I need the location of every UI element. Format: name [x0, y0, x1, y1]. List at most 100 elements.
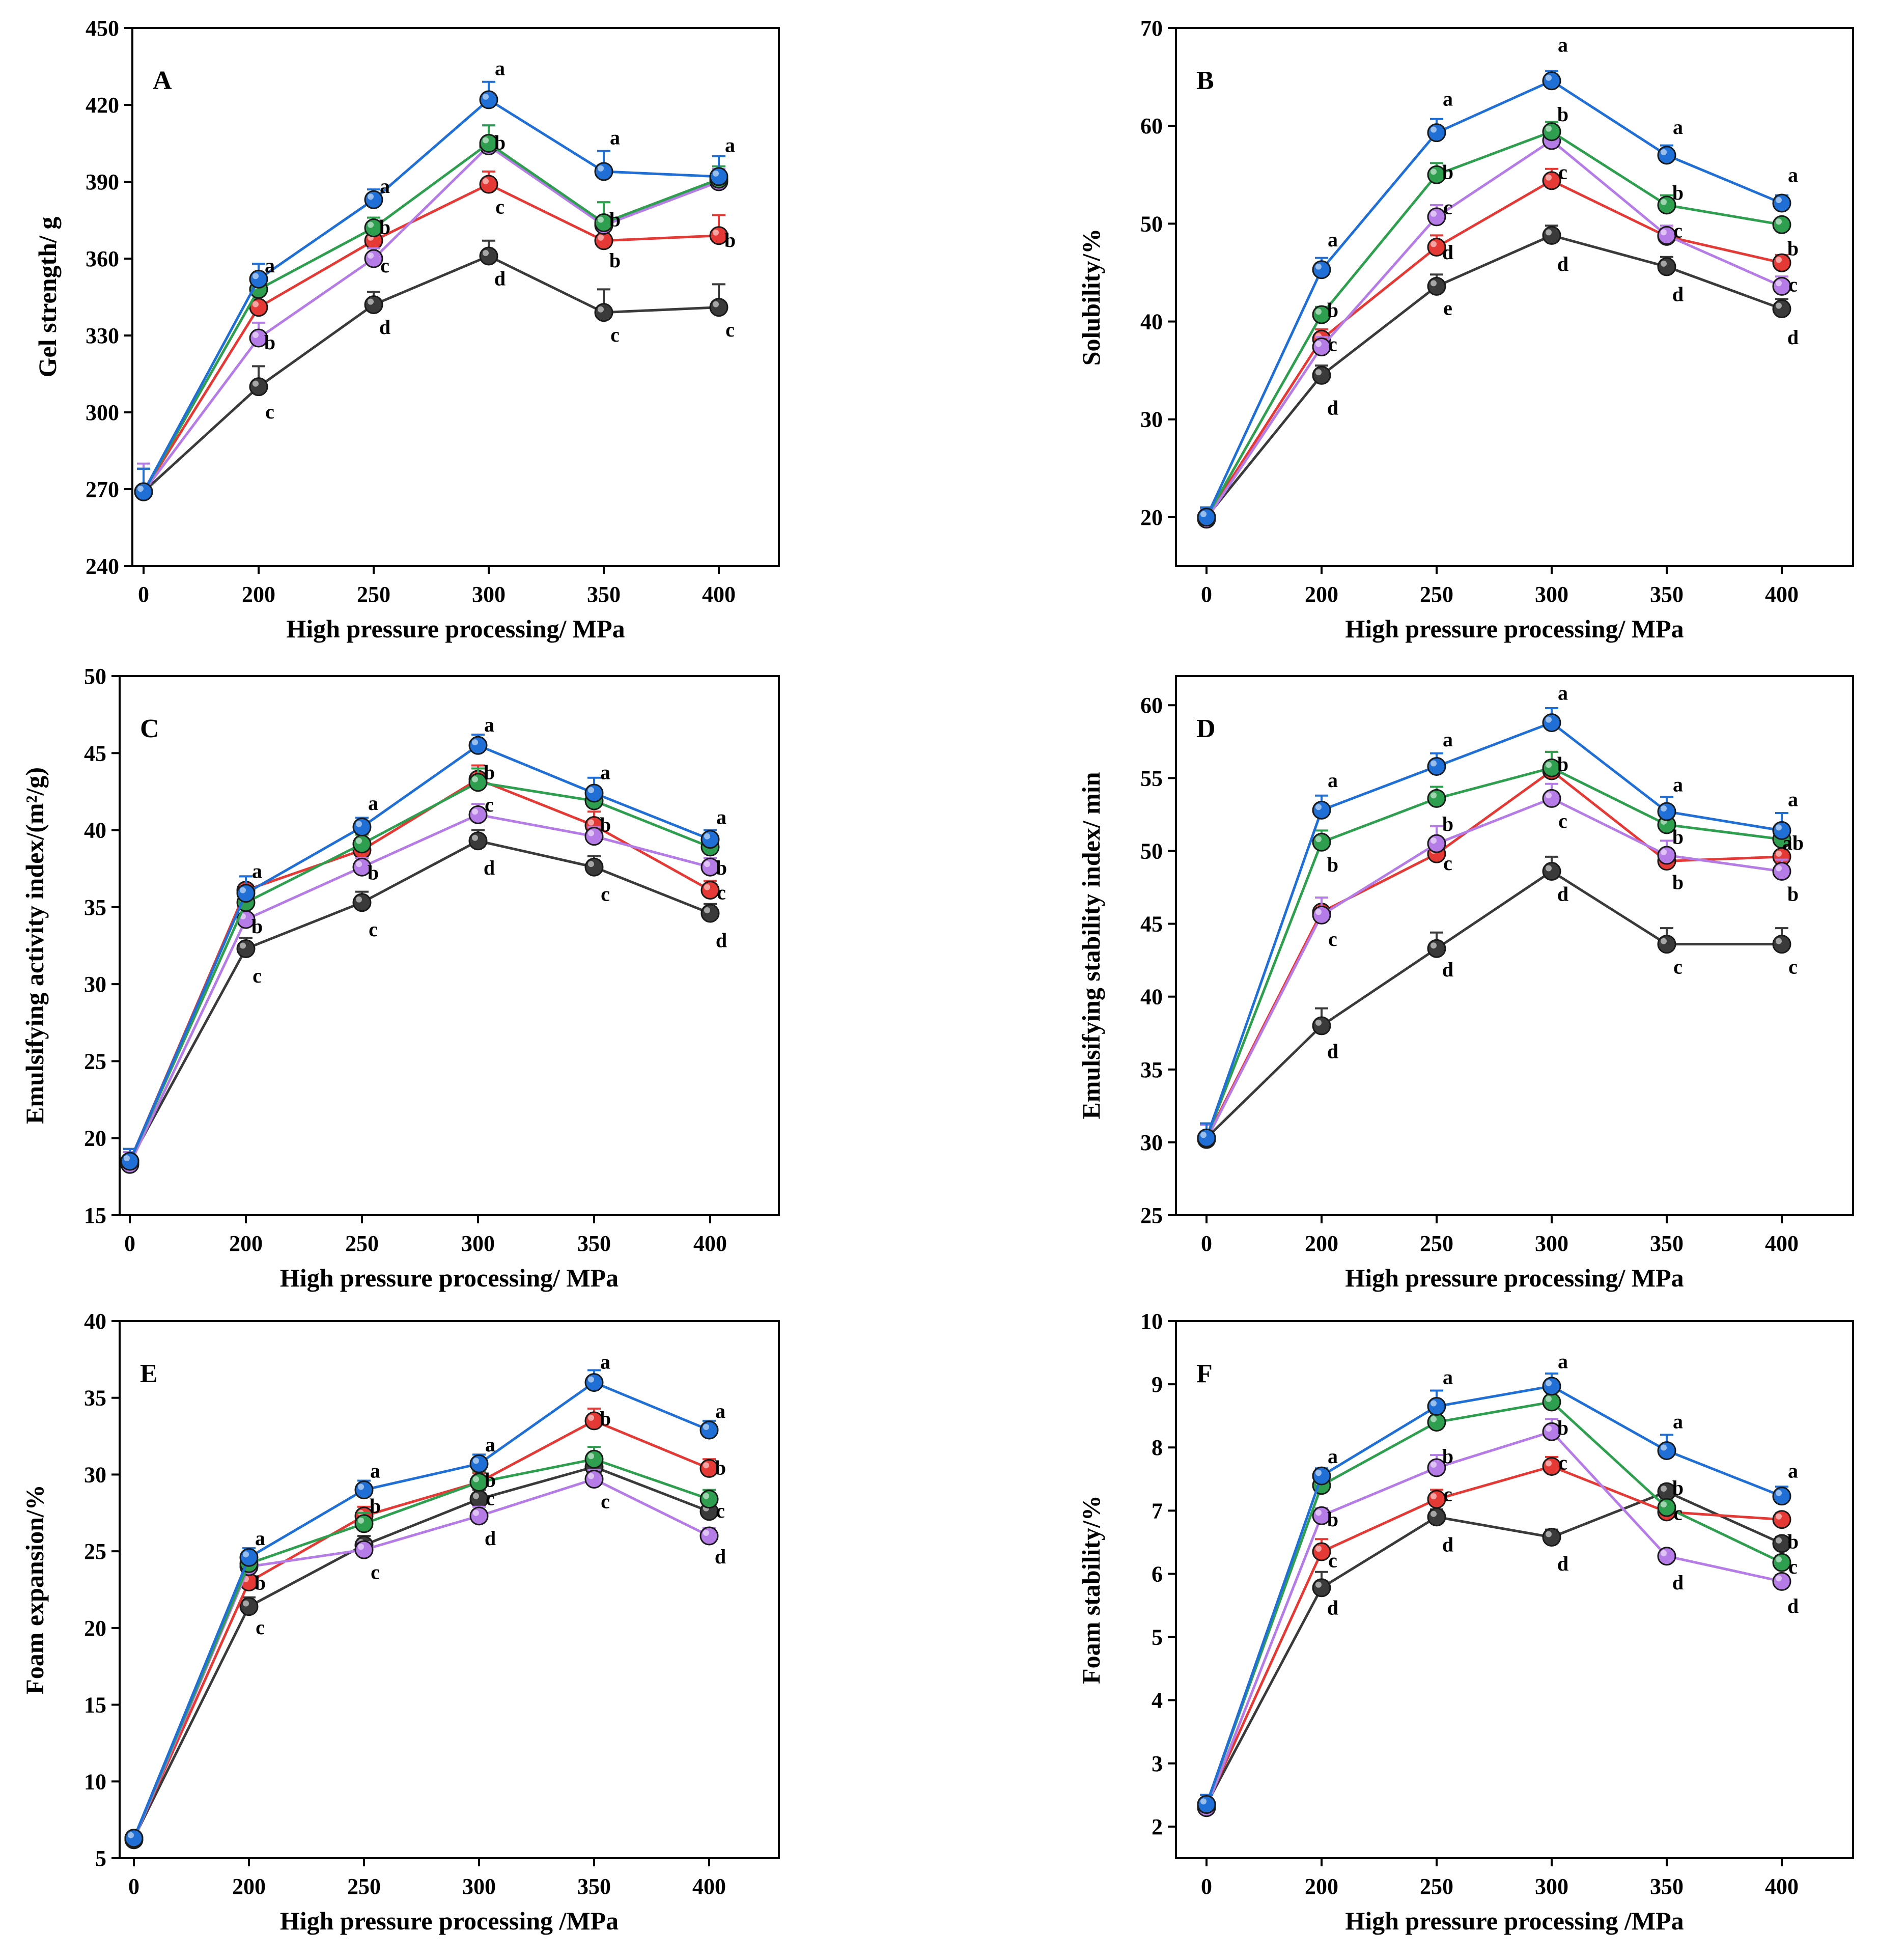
y-axis-title: Emulsifying stability index/ min [1077, 772, 1105, 1119]
data-point [1542, 1457, 1561, 1476]
data-point-highlight [1776, 1537, 1782, 1544]
y-tick-label: 10 [84, 1769, 106, 1794]
significance-letter: b [1442, 813, 1453, 835]
data-point-highlight [1546, 1460, 1552, 1467]
series-purple [1197, 1418, 1791, 1817]
data-point [352, 893, 372, 912]
significance-letter: a [725, 134, 735, 157]
data-point-highlight [1315, 1509, 1322, 1516]
y-tick-label: 35 [84, 1386, 106, 1411]
y-tick-label: 40 [84, 818, 106, 843]
data-point [1312, 1466, 1331, 1486]
series-red [124, 1407, 719, 1848]
panel-b: 20 30 40 50 60 70 0 200 250 300 350 400 High pressur… [1077, 16, 1854, 643]
x-tick-label: 0 [1201, 582, 1212, 607]
significance-letter: a [368, 792, 378, 815]
data-point [1657, 935, 1676, 954]
data-point [1542, 1527, 1561, 1547]
y-tick-label: 50 [1140, 838, 1163, 863]
data-point-highlight [1661, 149, 1667, 155]
data-point [1657, 146, 1676, 165]
x-axis-title: High pressure processing/ MPa [286, 614, 625, 643]
data-point-highlight [1776, 850, 1782, 857]
y-tick-label: 15 [84, 1693, 106, 1718]
data-point [1197, 1128, 1216, 1147]
data-point [1427, 1413, 1446, 1432]
y-tick-label: 20 [1140, 505, 1163, 530]
data-point [468, 805, 488, 824]
data-point [124, 1829, 144, 1848]
data-point-highlight [253, 332, 259, 339]
data-point-highlight [703, 1530, 709, 1536]
data-point-highlight [483, 137, 489, 144]
significance-letter: d [1787, 326, 1799, 349]
data-point [1427, 939, 1446, 958]
series-line [1205, 766, 1782, 1139]
significance-letter: d [379, 316, 390, 339]
data-point [1657, 1547, 1676, 1566]
data-point [709, 298, 728, 317]
data-point-highlight [356, 821, 362, 827]
series-green [1197, 121, 1791, 527]
significance-letter: d [1442, 241, 1453, 264]
data-point-highlight [358, 1517, 364, 1524]
significance-letter: b [609, 208, 621, 231]
y-tick-label: 330 [86, 323, 119, 348]
y-tick-label: 270 [86, 477, 119, 502]
data-point-highlight [1546, 792, 1552, 799]
data-point-highlight [1776, 1556, 1782, 1563]
x-tick-label: 200 [232, 1874, 266, 1899]
significance-letter: d [494, 267, 506, 290]
x-tick-label: 250 [357, 582, 390, 607]
significance-letter: c [380, 254, 389, 277]
x-tick-label: 200 [1305, 1874, 1338, 1899]
significance-letter: b [715, 1456, 726, 1479]
significance-letter: b [1327, 853, 1338, 876]
data-point-highlight [1546, 1425, 1552, 1432]
series-line [132, 1477, 710, 1840]
data-point [236, 884, 256, 903]
significance-letter: a [1443, 87, 1453, 110]
data-point [1312, 905, 1331, 925]
data-point-highlight [588, 861, 594, 867]
data-point [236, 939, 256, 959]
significance-letter: a [1443, 1366, 1453, 1389]
y-tick-label: 50 [84, 664, 106, 689]
data-point-highlight [1546, 762, 1552, 768]
panel-label: D [1196, 714, 1216, 743]
series-gray [1197, 1482, 1791, 1814]
data-point [120, 1152, 139, 1171]
data-point-highlight [703, 1493, 709, 1499]
significance-letter: b [1672, 181, 1684, 204]
significance-letter: b [1557, 1416, 1568, 1439]
data-point [1427, 1397, 1446, 1416]
series-line [142, 142, 719, 493]
y-tick-label: 40 [1140, 310, 1163, 334]
data-point [1772, 935, 1791, 954]
data-point-highlight [1661, 1444, 1667, 1451]
y-tick-label: 45 [84, 741, 106, 766]
x-tick-label: 350 [1650, 1874, 1684, 1899]
series-line [1205, 769, 1782, 1139]
data-point [1772, 1572, 1791, 1591]
data-point-highlight [473, 1509, 479, 1516]
series-blue [120, 733, 720, 1171]
significance-letter: b [1672, 826, 1684, 849]
significance-letter: b [368, 861, 379, 884]
data-point-highlight [1431, 792, 1437, 799]
x-axis-title: High pressure processing/ MPa [1345, 1264, 1684, 1292]
data-point [479, 175, 498, 194]
data-point [354, 1540, 374, 1559]
significance-letter: d [1442, 1533, 1453, 1556]
y-tick-label: 10 [1140, 1309, 1163, 1334]
series-blue [1197, 707, 1791, 1147]
x-tick-label: 350 [577, 1874, 611, 1899]
significance-letter: b [1787, 1530, 1799, 1553]
data-point [700, 904, 720, 923]
data-point-highlight [588, 787, 594, 793]
significance-letter: b [1442, 160, 1453, 183]
data-point-highlight [703, 1424, 709, 1431]
data-point-highlight [1200, 1798, 1207, 1805]
x-tick-label: 250 [1420, 1231, 1453, 1256]
significance-letter: d [1442, 958, 1453, 981]
